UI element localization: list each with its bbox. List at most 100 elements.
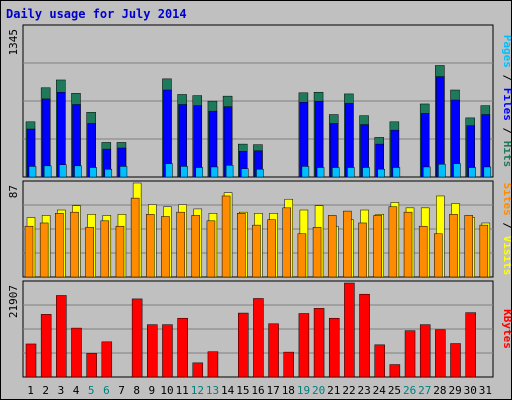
bar-sites bbox=[85, 227, 94, 278]
bar-sites bbox=[327, 215, 337, 278]
bar-kbytes bbox=[86, 353, 97, 378]
bar-kbytes bbox=[238, 312, 249, 378]
bar-pages bbox=[89, 167, 97, 178]
x-tick-label: 21 bbox=[327, 384, 340, 397]
x-tick-label: 18 bbox=[282, 384, 295, 397]
x-tick-label: 6 bbox=[103, 384, 110, 397]
bar-kbytes bbox=[283, 351, 294, 378]
bar-pages bbox=[195, 167, 204, 178]
x-tick-label: 3 bbox=[58, 384, 65, 397]
bar-kbytes bbox=[131, 298, 143, 378]
bar-pages bbox=[104, 168, 113, 178]
bar-sites bbox=[191, 215, 201, 278]
bar-pages bbox=[256, 168, 264, 178]
bar-kbytes bbox=[177, 317, 188, 378]
x-tick-label: 24 bbox=[373, 384, 387, 397]
x-tick-label: 17 bbox=[267, 384, 280, 397]
x-tick-label: 23 bbox=[358, 384, 371, 397]
bar-kbytes bbox=[147, 324, 158, 378]
bar-files bbox=[299, 102, 309, 178]
x-tick-label: 8 bbox=[133, 384, 140, 397]
bar-pages bbox=[362, 167, 370, 178]
panel-3-side-legend: KBytes bbox=[501, 309, 511, 349]
bar-kbytes bbox=[207, 351, 219, 378]
bar-kbytes bbox=[25, 343, 37, 378]
side-legend-part: / bbox=[501, 121, 511, 141]
bar-pages bbox=[453, 163, 461, 178]
side-legend-part: Sites bbox=[501, 183, 511, 216]
side-legend-part: KBytes bbox=[501, 309, 511, 349]
bar-sites bbox=[221, 195, 231, 278]
x-tick-label: 14 bbox=[221, 384, 235, 397]
bar-sites bbox=[373, 215, 382, 278]
bar-kbytes bbox=[268, 323, 279, 378]
bar-sites bbox=[55, 213, 64, 278]
bar-sites bbox=[100, 220, 110, 278]
bar-sites bbox=[312, 227, 322, 278]
bar-kbytes bbox=[465, 312, 476, 378]
bar-files bbox=[178, 104, 187, 178]
panel-2-side-legend: Sites / Visits bbox=[501, 183, 511, 276]
x-tick-label: 26 bbox=[403, 384, 416, 397]
bar-pages bbox=[74, 165, 82, 178]
x-tick-label: 30 bbox=[464, 384, 477, 397]
bar-pages bbox=[165, 163, 173, 178]
bar-sites bbox=[388, 206, 398, 278]
bar-sites bbox=[479, 224, 489, 278]
x-tick-label: 19 bbox=[297, 384, 310, 397]
bar-pages bbox=[119, 166, 128, 178]
bar-pages bbox=[331, 167, 340, 178]
bar-sites bbox=[449, 214, 458, 278]
side-legend-part: / bbox=[501, 216, 511, 236]
x-tick-label: 20 bbox=[312, 384, 325, 397]
bar-kbytes bbox=[328, 317, 340, 378]
x-tick-label: 1 bbox=[27, 384, 34, 397]
bar-kbytes bbox=[404, 330, 416, 378]
bar-sites bbox=[146, 214, 155, 278]
bar-kbytes bbox=[298, 313, 310, 378]
x-tick-label: 13 bbox=[206, 384, 219, 397]
bar-files bbox=[345, 103, 354, 178]
bar-kbytes bbox=[253, 298, 264, 378]
bar-kbytes bbox=[192, 362, 204, 378]
bar-pages bbox=[28, 166, 37, 178]
bar-sites bbox=[418, 225, 428, 278]
bar-kbytes bbox=[71, 327, 82, 378]
side-legend-part: / bbox=[501, 68, 511, 88]
x-tick-label: 4 bbox=[73, 384, 80, 397]
x-tick-label: 5 bbox=[88, 384, 95, 397]
x-tick-label: 31 bbox=[479, 384, 492, 397]
x-tick-label: 22 bbox=[342, 384, 355, 397]
bar-sites bbox=[282, 207, 291, 278]
bar-pages bbox=[468, 167, 476, 178]
x-tick-label: 11 bbox=[176, 384, 189, 397]
x-tick-label: 12 bbox=[191, 384, 204, 397]
panel-1-side-legend: Pages / Files / Hits bbox=[501, 35, 511, 168]
bar-pages bbox=[347, 167, 355, 178]
bar-pages bbox=[43, 165, 52, 178]
bar-kbytes bbox=[344, 282, 355, 378]
bar-pages bbox=[180, 166, 188, 178]
bar-kbytes bbox=[359, 293, 370, 378]
bar-sites bbox=[24, 225, 34, 278]
side-legend-part: Hits bbox=[501, 141, 511, 168]
x-tick-label: 16 bbox=[251, 384, 264, 397]
bar-pages bbox=[438, 163, 446, 178]
bar-kbytes bbox=[389, 364, 401, 378]
x-tick-label: 28 bbox=[433, 384, 446, 397]
bar-kbytes bbox=[374, 344, 385, 378]
bar-sites bbox=[39, 222, 49, 278]
bar-kbytes bbox=[101, 341, 113, 378]
bar-sites bbox=[161, 216, 170, 278]
bar-files bbox=[314, 100, 324, 178]
bar-kbytes bbox=[419, 324, 431, 378]
x-tick-label: 7 bbox=[118, 384, 125, 397]
side-legend-part: Visits bbox=[501, 236, 511, 276]
bar-files bbox=[193, 105, 203, 178]
bar-kbytes bbox=[162, 324, 173, 378]
x-tick-label: 9 bbox=[149, 384, 156, 397]
bar-pages bbox=[422, 166, 431, 178]
bar-files bbox=[436, 76, 445, 178]
bar-pages bbox=[377, 168, 385, 178]
